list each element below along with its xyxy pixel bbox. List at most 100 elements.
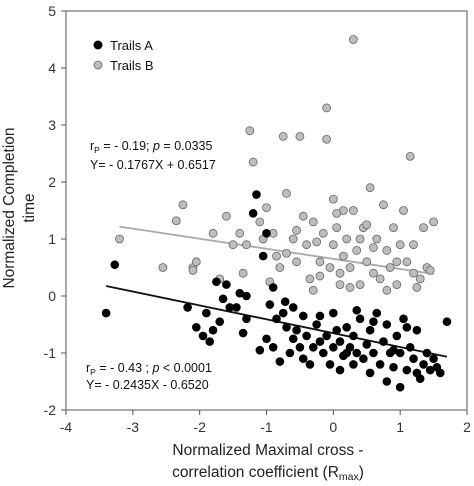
y-axis-ticks: -2 -1 0 1 2 3 4 5 <box>44 3 66 418</box>
data-point-trails-b <box>282 188 291 198</box>
data-point-trails-b <box>188 265 198 275</box>
data-point-trails-b <box>335 268 345 278</box>
legend-label-trails-a: Trails A <box>110 38 153 53</box>
annotation-a-equation: Y= - 0.2435X - 0.6520 <box>86 378 209 392</box>
data-point-trails-a <box>302 331 311 341</box>
data-point-trails-a <box>365 325 375 335</box>
legend-label-trails-b: Trails B <box>110 58 154 73</box>
data-point-trails-a <box>369 317 378 326</box>
data-point-trails-a <box>352 348 362 358</box>
data-point-trails-b <box>228 240 238 250</box>
data-point-trails-a <box>412 368 422 378</box>
data-point-trails-a <box>442 317 452 326</box>
data-point-trails-b <box>325 263 335 272</box>
data-point-trails-a <box>325 360 335 369</box>
x-axis-ticks: -4 -3 -2 -1 0 1 2 <box>60 410 471 435</box>
data-point-trails-b <box>248 157 258 167</box>
data-point-trails-b <box>362 257 372 267</box>
data-point-trails-b <box>405 151 415 161</box>
data-point-trails-a <box>255 345 265 355</box>
data-point-trails-a <box>215 317 225 326</box>
data-point-trails-a <box>322 331 331 341</box>
data-point-trails-b <box>322 134 332 144</box>
data-point-trails-a <box>280 297 290 307</box>
y-tick-label: 1 <box>48 231 56 247</box>
data-point-trails-b <box>318 228 328 238</box>
data-point-trails-b <box>409 240 418 250</box>
data-point-trails-b <box>305 274 315 284</box>
data-point-trails-a <box>268 283 278 292</box>
legend-marker-trails-b <box>93 60 103 70</box>
data-point-trails-a <box>332 325 341 335</box>
data-point-trails-a <box>258 251 268 261</box>
data-point-trails-a <box>392 331 402 341</box>
data-point-trails-a <box>379 337 388 346</box>
data-point-trails-b <box>375 274 385 284</box>
data-point-trails-a <box>282 323 291 332</box>
annotation-a-stats: rP = - 0.43 ; p < 0.0001 <box>86 361 212 377</box>
data-point-trails-a <box>335 365 345 375</box>
data-point-trails-b <box>355 280 365 290</box>
data-point-trails-a <box>298 354 308 364</box>
annotation-b-stats: rP = - 0.19; p = 0.0335 <box>90 139 212 155</box>
data-point-trails-a <box>192 323 201 332</box>
data-point-trails-b <box>392 257 402 267</box>
data-point-trails-b <box>262 203 271 213</box>
y-axis-label-line1: Normalized Completion <box>1 127 18 288</box>
legend: Trails A Trails B <box>93 38 154 73</box>
data-point-trails-a <box>342 323 352 332</box>
data-point-trails-a <box>305 360 315 369</box>
data-point-trails-a <box>349 360 358 369</box>
data-point-trails-b <box>278 131 288 141</box>
data-point-trails-b <box>382 285 392 295</box>
data-point-trails-a <box>208 325 218 335</box>
data-point-trails-b <box>312 237 322 247</box>
data-point-trails-b <box>298 211 308 221</box>
data-point-trails-b <box>282 248 291 258</box>
x-tick-label: -1 <box>260 419 273 435</box>
data-point-trails-b <box>402 257 412 267</box>
data-point-trails-a <box>382 377 392 386</box>
x-axis-label-line1: Normalized Maximal cross - <box>172 442 363 459</box>
data-point-trails-a <box>359 354 368 364</box>
data-point-trails-b <box>275 263 285 272</box>
data-point-trails-b <box>369 243 378 252</box>
data-point-trails-a <box>242 314 251 324</box>
data-point-trails-b <box>419 223 428 233</box>
y-tick-label: 4 <box>48 60 56 76</box>
data-point-trails-b <box>221 211 231 221</box>
data-point-trails-b <box>332 223 342 233</box>
data-point-trails-a <box>355 314 365 324</box>
data-point-trails-b <box>288 234 298 244</box>
data-point-trails-b <box>315 257 325 267</box>
data-point-trails-b <box>255 217 265 227</box>
x-tick-label: -4 <box>60 419 73 435</box>
data-point-trails-a <box>409 354 418 364</box>
y-tick-label: 5 <box>48 3 56 19</box>
data-point-trails-a <box>395 382 405 392</box>
data-point-trails-b <box>191 257 201 267</box>
data-point-trails-a <box>275 357 285 366</box>
data-point-trails-a <box>288 334 298 344</box>
data-point-trails-a <box>329 342 338 352</box>
data-point-trails-a <box>262 334 271 344</box>
data-point-trails-b <box>328 240 338 250</box>
data-point-trails-b <box>352 245 362 255</box>
data-point-trails-b <box>292 226 301 235</box>
data-point-trails-b <box>429 217 438 227</box>
data-point-trails-a <box>399 314 408 324</box>
y-tick-label: -1 <box>44 345 57 361</box>
data-point-trails-b <box>345 283 355 292</box>
data-point-trails-a <box>389 345 398 355</box>
data-point-trails-a <box>352 305 362 315</box>
data-point-trails-a <box>232 303 241 312</box>
data-point-trails-a <box>262 229 271 238</box>
data-point-trails-a <box>222 280 231 289</box>
data-point-trails-a <box>422 348 432 358</box>
data-point-trails-a <box>212 277 221 287</box>
data-point-trails-b <box>425 265 435 275</box>
data-point-trails-b <box>335 280 345 290</box>
data-point-trails-a <box>329 308 338 318</box>
data-point-trails-a <box>308 342 318 352</box>
data-point-trails-a <box>183 303 192 312</box>
